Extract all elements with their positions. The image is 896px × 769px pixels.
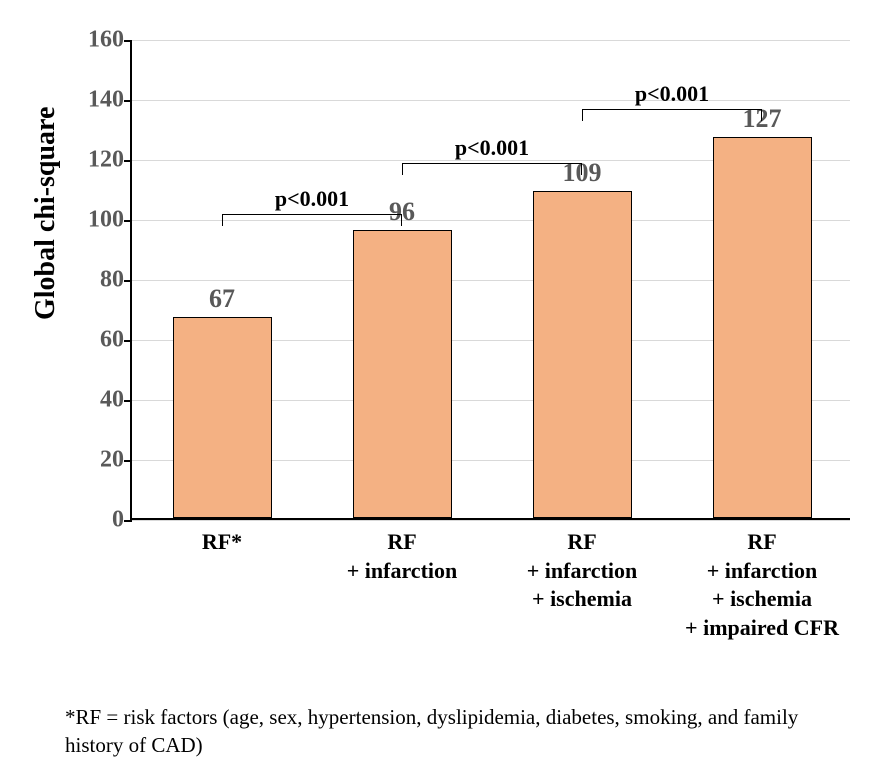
x-label-line: RF* bbox=[132, 528, 312, 557]
bar: 67 bbox=[173, 317, 272, 518]
gridline bbox=[132, 40, 850, 41]
significance-bracket: p<0.001 bbox=[402, 163, 582, 177]
y-tick-mark bbox=[124, 100, 132, 102]
y-tick-mark bbox=[124, 220, 132, 222]
bar-value-label: 67 bbox=[209, 284, 235, 314]
y-tick-mark bbox=[124, 280, 132, 282]
x-label-line: RF bbox=[312, 528, 492, 557]
y-axis-title: Global chi-square bbox=[30, 107, 62, 320]
significance-bracket: p<0.001 bbox=[222, 214, 402, 228]
x-label-line: + ischemia bbox=[672, 585, 852, 614]
x-label-line: + infarction bbox=[492, 557, 672, 586]
bar-value-label: 109 bbox=[563, 158, 602, 188]
y-tick-label: 20 bbox=[100, 447, 124, 474]
significance-bracket: p<0.001 bbox=[582, 109, 762, 123]
bar-value-label: 127 bbox=[743, 104, 782, 134]
chart-container: Global chi-square 0204060801001201401606… bbox=[35, 10, 875, 710]
y-tick-label: 80 bbox=[100, 267, 124, 294]
y-tick-label: 140 bbox=[88, 87, 124, 114]
x-label-line: + infarction bbox=[312, 557, 492, 586]
gridline bbox=[132, 100, 850, 101]
y-tick-mark bbox=[124, 40, 132, 42]
y-tick-mark bbox=[124, 520, 132, 522]
footnote: *RF = risk factors (age, sex, hypertensi… bbox=[65, 703, 845, 760]
x-category-label: RF+ infarction+ ischemia+ impaired CFR bbox=[672, 528, 852, 642]
y-tick-mark bbox=[124, 340, 132, 342]
bar: 109 bbox=[533, 191, 632, 518]
y-tick-label: 40 bbox=[100, 387, 124, 414]
x-label-line: + infarction bbox=[672, 557, 852, 586]
x-label-line: + impaired CFR bbox=[672, 614, 852, 643]
x-label-line: RF bbox=[492, 528, 672, 557]
p-value-label: p<0.001 bbox=[635, 81, 709, 107]
x-label-line: + ischemia bbox=[492, 585, 672, 614]
y-tick-label: 0 bbox=[112, 507, 124, 534]
y-tick-label: 60 bbox=[100, 327, 124, 354]
y-tick-mark bbox=[124, 460, 132, 462]
p-value-label: p<0.001 bbox=[455, 135, 529, 161]
y-tick-label: 100 bbox=[88, 207, 124, 234]
x-category-label: RF+ infarction bbox=[312, 528, 492, 585]
y-tick-mark bbox=[124, 160, 132, 162]
bar-value-label: 96 bbox=[389, 197, 415, 227]
gridline bbox=[132, 520, 850, 521]
x-category-label: RF* bbox=[132, 528, 312, 557]
plot-area: 02040608010012014016067RF*96RF+ infarcti… bbox=[130, 40, 850, 520]
p-value-label: p<0.001 bbox=[275, 186, 349, 212]
y-tick-label: 120 bbox=[88, 147, 124, 174]
x-category-label: RF+ infarction+ ischemia bbox=[492, 528, 672, 614]
bar: 96 bbox=[353, 230, 452, 518]
y-tick-mark bbox=[124, 400, 132, 402]
x-label-line: RF bbox=[672, 528, 852, 557]
y-tick-label: 160 bbox=[88, 27, 124, 54]
bar: 127 bbox=[713, 137, 812, 518]
